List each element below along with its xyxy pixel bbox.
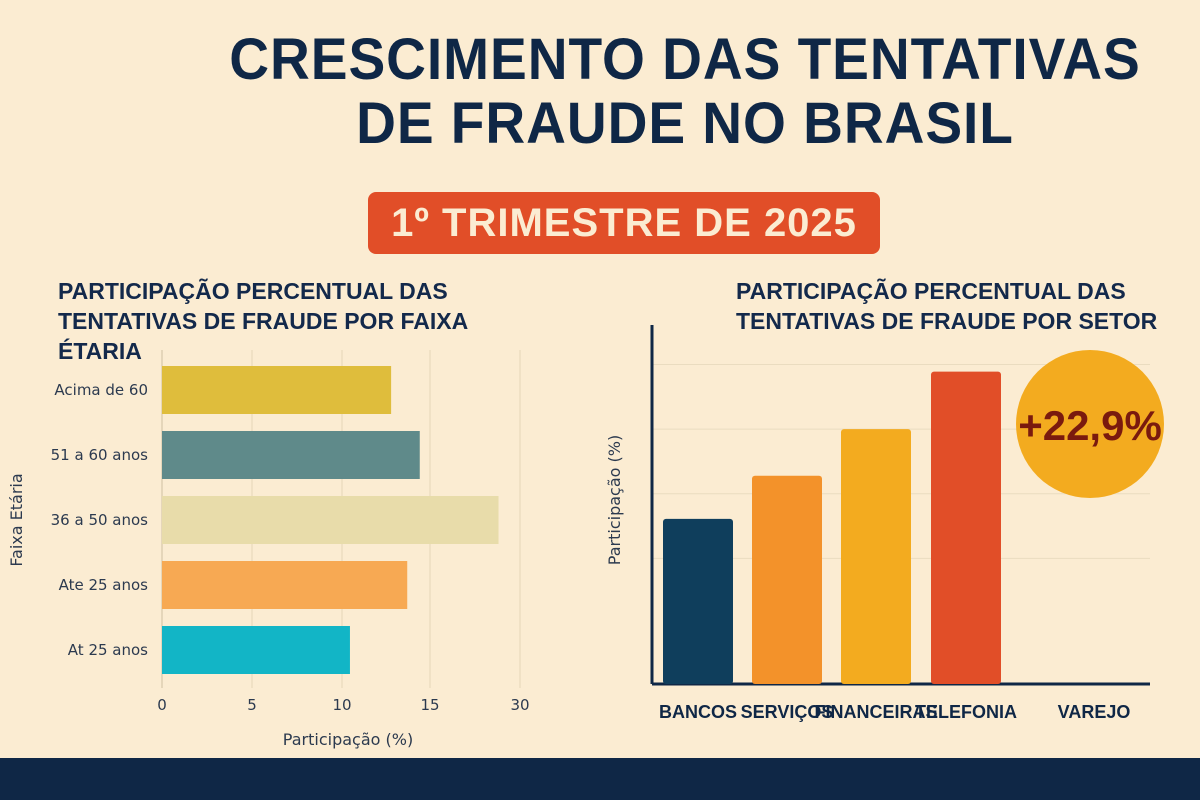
sector-chart-title: PARTICIPAÇÃO PERCENTUAL DAS TENTATIVAS D… xyxy=(736,278,1158,334)
sector-bar xyxy=(841,429,911,684)
age-category-label: 51 a 60 anos xyxy=(51,446,149,464)
age-bar xyxy=(162,561,408,609)
growth-callout-circle xyxy=(1016,350,1164,498)
period-badge: 1º TRIMESTRE DE 2025 xyxy=(368,192,880,254)
age-bar xyxy=(162,431,420,479)
footer-bar xyxy=(0,758,1200,800)
age-x-tick-label: 5 xyxy=(247,696,257,714)
age-x-tick-label: 0 xyxy=(157,696,167,714)
age-x-tick-label: 10 xyxy=(332,696,351,714)
age-bar xyxy=(162,366,392,414)
sector-bar xyxy=(752,475,822,684)
age-x-axis-label: Participação (%) xyxy=(283,730,413,749)
age-category-label: Ate 25 anos xyxy=(59,576,149,594)
age-category-label: 36 a 50 anos xyxy=(51,511,149,529)
growth-callout-value: +22,9% xyxy=(1018,402,1162,449)
sector-bar xyxy=(663,518,733,684)
age-chart-title: PARTICIPAÇÃO PERCENTUAL DAS TENTATIVAS D… xyxy=(58,278,468,364)
age-category-label: At 25 anos xyxy=(68,641,148,659)
age-bar xyxy=(162,626,350,674)
sector-category-label: VAREJO xyxy=(1058,702,1131,722)
sector-category-label: TELEFONIA xyxy=(915,702,1017,722)
sector-category-label: SERVIÇOS xyxy=(741,702,834,722)
sector-y-axis-label: Participação (%) xyxy=(605,435,624,565)
sector-bar xyxy=(931,371,1001,684)
age-x-tick-label: 30 xyxy=(510,696,529,714)
age-y-axis-label: Faixa Etária xyxy=(7,473,26,566)
infographic-title: CRESCIMENTO DAS TENTATIVAS DE FRAUDE NO … xyxy=(229,27,1141,156)
age-category-label: Acima de 60 xyxy=(54,381,148,399)
sector-category-label: FINANCEIRAS xyxy=(814,702,937,722)
sector-category-label: BANCOS xyxy=(659,702,737,722)
age-bar xyxy=(162,496,499,544)
age-x-tick-label: 15 xyxy=(420,696,439,714)
